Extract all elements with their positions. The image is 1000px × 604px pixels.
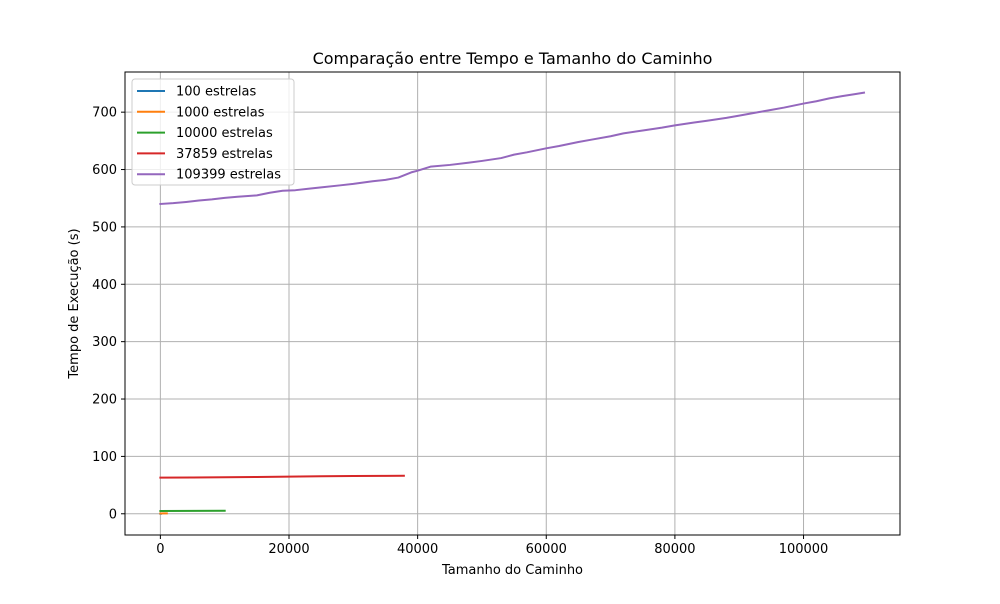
x-axis-ticks: 0 20000 40000 60000 80000 100000 — [156, 535, 828, 557]
legend-label-4: 109399 estrelas — [176, 168, 281, 183]
chart-title: Comparação entre Tempo e Tamanho do Cami… — [313, 49, 713, 68]
legend-label-2: 10000 estrelas — [176, 126, 273, 141]
x-tick-label: 0 — [156, 542, 164, 557]
legend-label-1: 1000 estrelas — [176, 105, 265, 120]
y-axis-label: Tempo de Execução (s) — [67, 228, 82, 379]
x-tick-label: 20000 — [268, 542, 309, 557]
x-tick-label: 60000 — [526, 542, 567, 557]
y-tick-label: 600 — [92, 163, 117, 178]
legend-label-3: 37859 estrelas — [176, 147, 273, 162]
y-tick-label: 700 — [92, 106, 117, 121]
y-tick-label: 500 — [92, 220, 117, 235]
legend: 100 estrelas 1000 estrelas 10000 estrelas 3… — [132, 79, 294, 185]
y-tick-label: 400 — [92, 278, 117, 293]
y-tick-label: 100 — [92, 450, 117, 465]
y-tick-label: 300 — [92, 335, 117, 350]
x-tick-label: 100000 — [779, 542, 829, 557]
x-axis-label: Tamanho do Caminho — [441, 563, 583, 578]
series-line-3 — [160, 476, 403, 478]
y-tick-label: 0 — [109, 507, 117, 522]
x-tick-label: 40000 — [397, 542, 438, 557]
legend-label-0: 100 estrelas — [176, 85, 256, 100]
y-tick-label: 200 — [92, 393, 117, 408]
y-axis-ticks: 0 100 200 300 400 500 600 700 — [92, 106, 125, 523]
x-tick-label: 80000 — [654, 542, 695, 557]
